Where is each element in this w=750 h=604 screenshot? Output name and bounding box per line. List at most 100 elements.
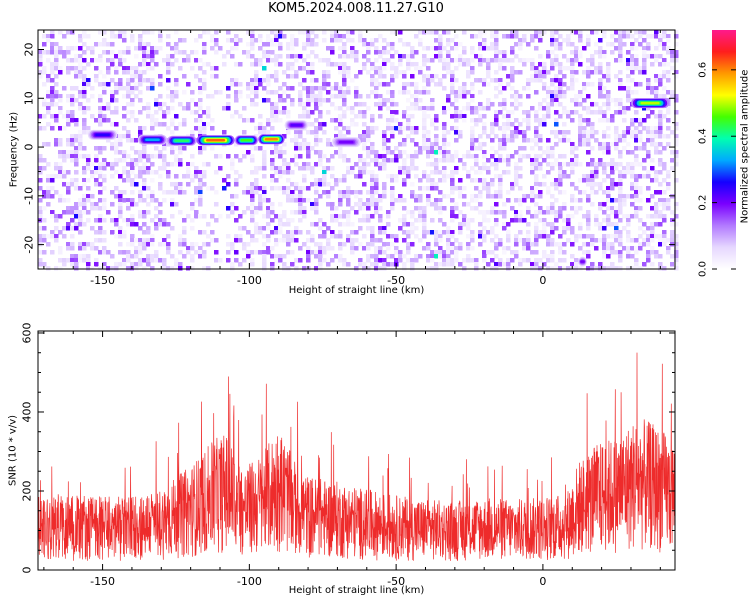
- heatmap-cell: [382, 162, 387, 167]
- heatmap-cell: [122, 38, 127, 43]
- heatmap-cell: [58, 30, 63, 35]
- heatmap-cell: [482, 238, 487, 243]
- heatmap-cell: [242, 106, 247, 111]
- heatmap-cell: [654, 178, 659, 183]
- heatmap-cell: [630, 194, 635, 199]
- heatmap-cell: [154, 110, 159, 115]
- heatmap-cell: [522, 198, 527, 203]
- heatmap-cell: [618, 102, 623, 107]
- heatmap-cell: [118, 206, 123, 211]
- heatmap-cell: [530, 266, 535, 271]
- heatmap-cell: [310, 30, 315, 35]
- heatmap-signal-feature-9: [580, 260, 584, 263]
- heatmap-cell: [298, 166, 303, 171]
- heatmap-cell: [142, 126, 147, 131]
- heatmap-cell: [618, 254, 623, 259]
- heatmap-cell: [250, 214, 255, 219]
- heatmap-cell: [142, 222, 147, 227]
- heatmap-cell: [594, 70, 599, 75]
- heatmap-cell: [94, 206, 99, 211]
- heatmap-cell: [86, 46, 91, 51]
- heatmap-cell: [50, 234, 55, 239]
- heatmap-cell: [398, 70, 403, 75]
- heatmap-cell: [206, 122, 211, 127]
- heatmap-cell: [310, 182, 315, 187]
- heatmap-cell: [226, 258, 231, 263]
- heatmap-cell: [98, 70, 103, 75]
- heatmap-cell: [174, 50, 179, 55]
- heatmap-cell: [634, 238, 639, 243]
- heatmap-cell: [314, 34, 319, 39]
- heatmap-cell: [358, 174, 363, 179]
- heatmap-cell: [534, 30, 539, 35]
- heatmap-cell: [658, 94, 663, 99]
- heatmap-cell: [70, 110, 75, 115]
- heatmap-cell: [362, 266, 367, 271]
- heatmap-cell: [262, 214, 267, 219]
- heatmap-cell: [434, 38, 439, 43]
- heatmap-cell: [362, 42, 367, 47]
- heatmap-cell: [390, 150, 395, 155]
- heatmap-cell: [106, 162, 111, 167]
- heatmap-cell: [110, 110, 115, 115]
- heatmap-cell: [346, 166, 351, 171]
- heatmap-cell: [50, 90, 55, 95]
- heatmap-cell: [338, 154, 343, 159]
- heatmap-cell: [602, 114, 607, 119]
- heatmap-cell: [654, 78, 659, 83]
- heatmap-cell: [310, 122, 315, 127]
- heatmap-cell: [114, 142, 119, 147]
- heatmap-cell: [122, 218, 127, 223]
- heatmap-cell: [338, 230, 343, 235]
- heatmap-cell: [458, 190, 463, 195]
- heatmap-cell: [250, 90, 255, 95]
- heatmap-cell: [442, 46, 447, 51]
- heatmap-cell: [54, 190, 59, 195]
- heatmap-cell: [494, 222, 499, 227]
- heatmap-cell: [122, 134, 127, 139]
- heatmap-cell: [554, 102, 559, 107]
- heatmap-cell: [386, 90, 391, 95]
- heatmap-cell: [346, 186, 351, 191]
- heatmap-cell: [310, 50, 315, 55]
- heatmap-cell: [398, 150, 403, 155]
- heatmap-cell: [626, 266, 631, 271]
- heatmap-cell: [618, 230, 623, 235]
- heatmap-cell: [430, 78, 435, 83]
- heatmap-cell: [518, 42, 523, 47]
- heatmap-cell: [378, 238, 383, 243]
- heatmap-cell: [114, 106, 119, 111]
- heatmap-cell: [246, 186, 251, 191]
- heatmap-cell: [98, 218, 103, 223]
- heatmap-cell: [510, 134, 515, 139]
- heatmap-cell: [134, 66, 139, 71]
- heatmap-cell: [606, 186, 611, 191]
- heatmap-cell: [266, 250, 271, 255]
- heatmap-cell: [346, 218, 351, 223]
- heatmap-cell: [474, 266, 479, 271]
- heatmap-cell: [526, 82, 531, 87]
- heatmap-cell: [302, 106, 307, 111]
- heatmap-cell: [106, 70, 111, 75]
- heatmap-cell: [74, 58, 79, 63]
- heatmap-cell: [662, 86, 667, 91]
- heatmap-cell: [98, 42, 103, 47]
- heatmap-cell: [382, 262, 387, 267]
- heatmap-cell: [510, 94, 515, 99]
- heatmap-cell: [302, 46, 307, 51]
- heatmap-cell: [382, 186, 387, 191]
- heatmap-cell: [350, 122, 355, 127]
- heatmap-cell: [230, 82, 235, 87]
- heatmap-cell: [362, 158, 367, 163]
- heatmap-cell: [418, 194, 423, 199]
- heatmap-cell: [422, 86, 427, 91]
- heatmap-cell: [546, 154, 551, 159]
- heatmap-cell: [66, 154, 71, 159]
- heatmap-cell: [310, 66, 315, 71]
- heatmap-cell: [274, 62, 279, 67]
- heatmap-cell: [578, 50, 583, 55]
- heatmap-cell: [542, 62, 547, 67]
- heatmap-cell: [406, 58, 411, 63]
- heatmap-cell: [634, 54, 639, 59]
